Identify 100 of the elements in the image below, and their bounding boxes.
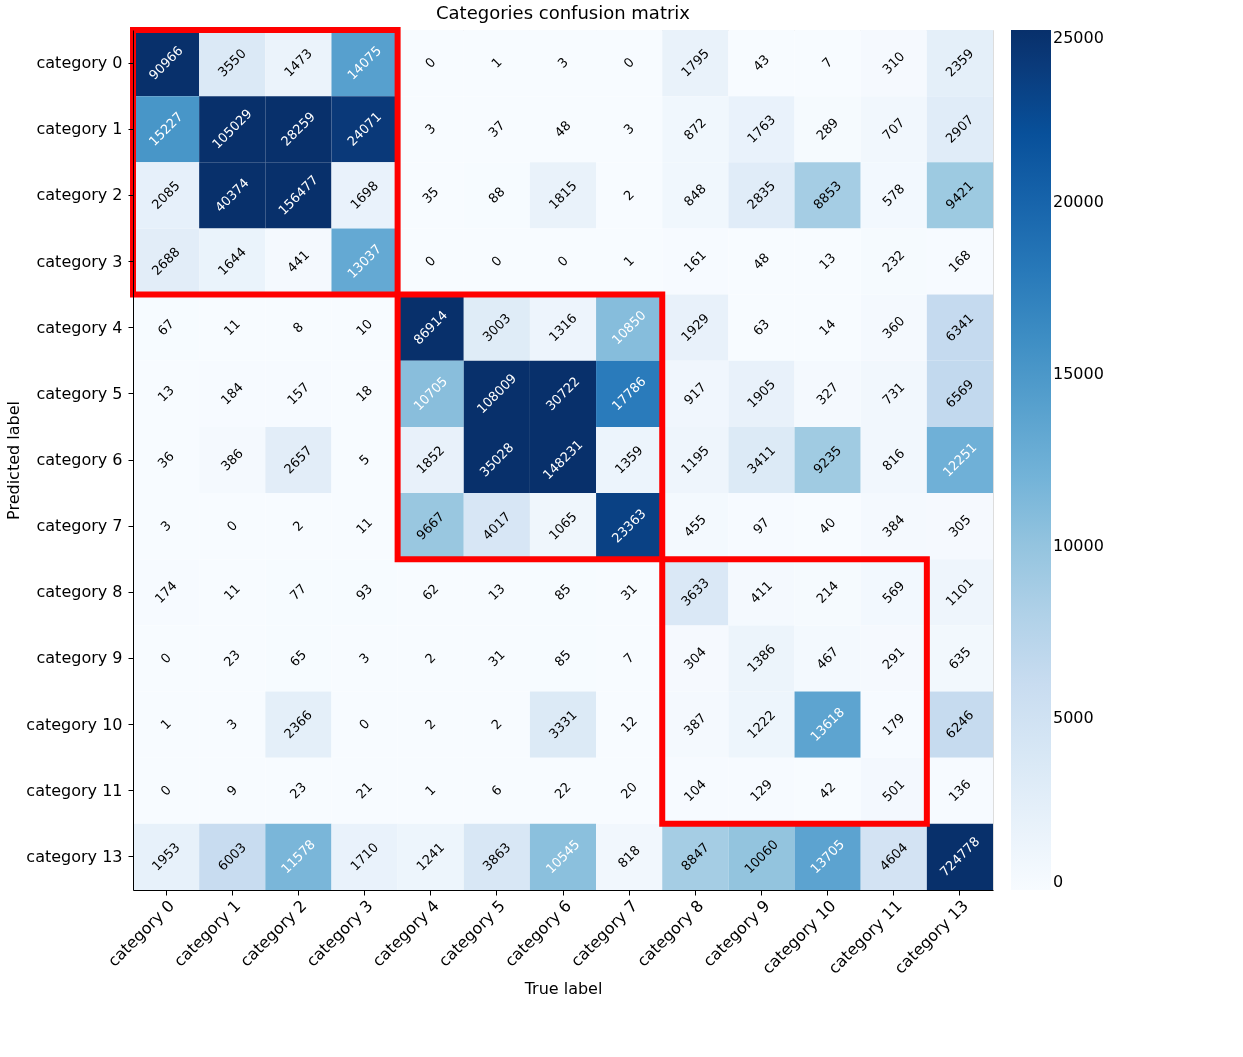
data-label: 1 <box>488 54 505 71</box>
data-label: 161 <box>680 247 710 276</box>
data-label: 129 <box>747 776 776 805</box>
data-label: 289 <box>813 114 842 143</box>
data-label: 9 <box>223 782 241 799</box>
y-tick-label: category 13 <box>26 846 123 866</box>
data-label: 2 <box>488 716 505 733</box>
data-label: 8 <box>289 319 307 336</box>
data-label: 707 <box>879 114 908 143</box>
data-label: 455 <box>680 511 710 540</box>
data-label: 136 <box>945 776 974 805</box>
data-label: 23 <box>286 779 310 802</box>
y-tick-label: category 7 <box>36 516 123 536</box>
data-label: 310 <box>879 48 908 77</box>
data-label: 97 <box>749 514 773 537</box>
data-label: 62 <box>419 580 442 604</box>
data-label: 88 <box>485 183 508 207</box>
data-label: 2 <box>422 716 439 733</box>
data-label: 0 <box>554 252 571 270</box>
data-label: 0 <box>620 54 638 71</box>
data-label: 578 <box>879 180 908 210</box>
data-label: 174 <box>151 577 180 607</box>
y-tick-label: category 1 <box>36 119 123 139</box>
color-bar-label: 10000 <box>1053 536 1104 555</box>
data-label: 11 <box>220 316 244 339</box>
data-label: 3 <box>554 54 571 71</box>
data-label: 0 <box>422 54 439 71</box>
data-label: 63 <box>749 316 773 339</box>
data-label: 304 <box>680 644 710 673</box>
color-bar-label: 20000 <box>1053 192 1104 211</box>
data-label: 3 <box>422 120 439 138</box>
data-label: 232 <box>879 247 908 276</box>
data-label: 731 <box>879 379 908 408</box>
data-label: 12 <box>617 713 640 736</box>
data-label: 36 <box>154 448 177 471</box>
data-label: 5 <box>355 451 373 468</box>
data-label: 0 <box>157 649 174 667</box>
data-label: 22 <box>551 779 574 802</box>
data-label: 2 <box>620 186 638 204</box>
data-label: 67 <box>154 316 177 339</box>
data-label: 872 <box>680 114 710 143</box>
data-label: 31 <box>485 646 508 670</box>
data-label: 2 <box>422 649 439 667</box>
data-label: 3 <box>355 649 373 667</box>
data-label: 13 <box>485 580 508 604</box>
data-label: 848 <box>680 180 710 210</box>
data-label: 14 <box>816 316 839 339</box>
y-tick-label: category 3 <box>36 251 123 271</box>
y-tick-label: category 5 <box>36 383 123 403</box>
data-label: 104 <box>680 776 710 805</box>
data-label: 0 <box>488 252 505 270</box>
data-label: 0 <box>422 252 439 270</box>
data-label: 21 <box>353 779 376 802</box>
data-label: 360 <box>879 313 908 342</box>
data-label: 65 <box>286 646 310 670</box>
y-tick-label: category 2 <box>36 185 123 205</box>
data-label: 1 <box>422 782 439 799</box>
data-label: 3 <box>223 716 241 733</box>
data-label: 179 <box>879 710 908 739</box>
y-axis-title: Predicted label <box>4 401 24 520</box>
data-label: 387 <box>680 710 710 739</box>
data-label: 7 <box>819 54 836 71</box>
data-label: 85 <box>551 646 574 670</box>
data-label: 18 <box>353 382 376 405</box>
data-label: 214 <box>813 577 842 607</box>
data-label: 35 <box>419 183 442 207</box>
data-label: 386 <box>217 445 246 474</box>
data-label: 42 <box>816 779 839 802</box>
data-label: 85 <box>551 580 574 604</box>
data-label: 48 <box>749 250 773 273</box>
data-label: 0 <box>157 782 174 799</box>
data-label: 10 <box>353 316 376 339</box>
chart-title: Categories confusion matrix <box>435 2 691 23</box>
data-label: 569 <box>879 577 908 607</box>
color-bar-label: 0 <box>1053 872 1064 891</box>
data-label: 93 <box>353 580 376 604</box>
data-label: 3 <box>157 517 174 535</box>
data-label: 0 <box>223 517 241 535</box>
data-label: 0 <box>355 716 373 733</box>
y-tick-label: category 11 <box>26 780 123 800</box>
x-axis-title: True label <box>523 978 603 998</box>
data-label: 1 <box>620 252 638 270</box>
data-label: 77 <box>286 580 310 604</box>
data-label: 441 <box>283 247 313 276</box>
data-label: 11 <box>353 514 376 537</box>
data-label: 291 <box>879 644 908 673</box>
y-tick-label: category 6 <box>36 450 123 469</box>
data-label: 917 <box>680 379 710 408</box>
data-label: 184 <box>217 379 246 408</box>
y-tick-label: category 10 <box>26 714 123 734</box>
data-label: 37 <box>485 117 508 141</box>
data-label: 2 <box>289 517 307 535</box>
data-label: 467 <box>813 644 842 673</box>
data-label: 11 <box>220 580 244 604</box>
color-bar-label: 25000 <box>1053 28 1104 47</box>
data-label: 305 <box>945 511 974 540</box>
data-label: 13 <box>816 250 839 273</box>
data-label: 7 <box>620 649 638 667</box>
color-bar-label: 15000 <box>1053 364 1104 383</box>
data-label: 1 <box>157 716 174 733</box>
